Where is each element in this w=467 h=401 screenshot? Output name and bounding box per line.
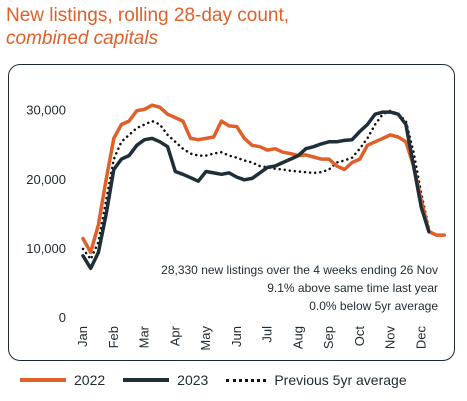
series-line-prev-5yr-average: [81, 109, 431, 261]
annotation-line: 9.1% above same time last year: [267, 281, 438, 295]
series-line-2023: [81, 110, 431, 271]
x-tick-label: Jul: [260, 326, 275, 343]
legend-swatch-prev: [226, 378, 267, 382]
y-tick-label: 20,000: [26, 172, 66, 187]
x-tick-label: Aug: [290, 326, 305, 349]
line-chart: 0 10,000 20,000 30,000 Jan Feb Mar Apr May Jun Jul…: [26, 103, 447, 351]
y-tick-label: 30,000: [26, 103, 66, 118]
x-tick-label: Apr: [167, 325, 182, 346]
legend-label-prev: Previous 5yr average: [274, 372, 407, 388]
legend-item-2022: 2022: [20, 372, 105, 388]
legend-item-prev: Previous 5yr average: [226, 372, 407, 388]
x-tick-label: May: [198, 326, 213, 351]
y-tick-label: 10,000: [26, 241, 66, 256]
x-tick-label: Dec: [413, 326, 428, 350]
plot-frame: [8, 64, 455, 361]
x-tick-label: Feb: [106, 326, 121, 348]
annotation-line: 0.0% below 5yr average: [309, 299, 438, 313]
chart-title: New listings, rolling 28-day count, comb…: [6, 4, 289, 50]
x-tick-label: Mar: [137, 325, 152, 348]
legend-label-2023: 2023: [177, 372, 209, 388]
series-line-2022: [81, 103, 447, 255]
legend-swatch-2022: [20, 378, 66, 382]
title-line-1: New listings, rolling 28-day count,: [6, 5, 290, 26]
legend-item-2023: 2023: [123, 372, 208, 388]
legend-swatch-2023: [123, 378, 170, 382]
legend: 2022 2023 Previous 5yr average: [20, 369, 425, 391]
x-tick-label: Jan: [75, 326, 90, 347]
x-tick-label: Nov: [383, 326, 398, 350]
x-tick-label: Oct: [352, 326, 367, 347]
x-tick-label: Sep: [321, 326, 336, 349]
legend-label-2022: 2022: [74, 372, 106, 388]
x-tick-label: Jun: [229, 326, 244, 347]
title-line-2: combined capitals: [6, 28, 159, 49]
y-tick-label: 0: [59, 310, 66, 325]
annotation-line: 28,330 new listings over the 4 weeks end…: [161, 263, 438, 277]
